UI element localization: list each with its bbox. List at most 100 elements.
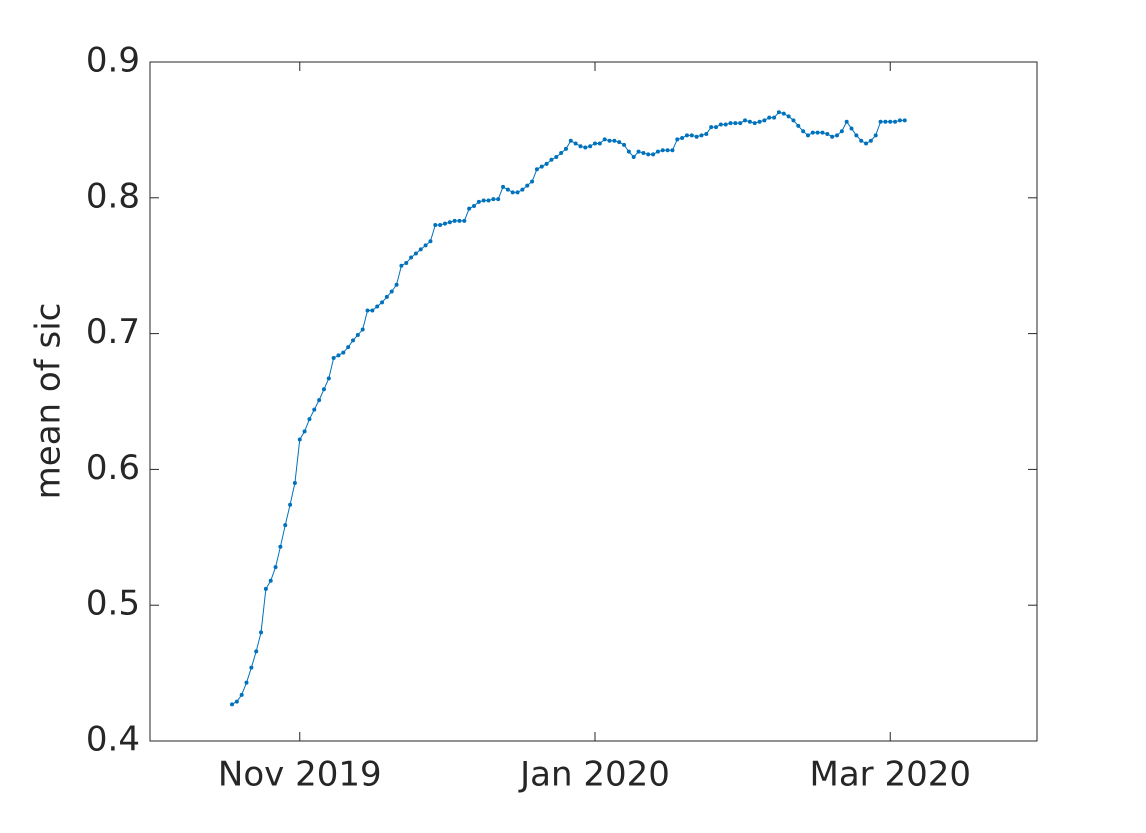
data-point xyxy=(549,157,554,162)
data-point xyxy=(442,221,447,226)
data-point xyxy=(573,141,578,146)
data-point xyxy=(810,130,815,135)
data-point xyxy=(864,141,869,146)
data-point xyxy=(472,203,476,208)
data-point xyxy=(254,649,259,654)
data-point xyxy=(249,665,254,670)
data-point xyxy=(486,198,491,203)
data-point xyxy=(283,523,288,528)
y-tick-label: 0.4 xyxy=(86,720,140,760)
data-point xyxy=(404,260,409,265)
data-point xyxy=(820,130,825,135)
y-tick-label: 0.8 xyxy=(86,176,140,216)
data-point xyxy=(805,133,810,138)
data-point xyxy=(849,126,854,131)
data-point xyxy=(394,282,399,287)
data-point xyxy=(622,142,627,147)
data-point xyxy=(612,138,617,143)
data-point xyxy=(496,197,501,202)
data-point xyxy=(520,187,525,192)
data-point xyxy=(331,356,336,361)
data-point xyxy=(607,138,612,143)
data-point xyxy=(389,289,394,294)
data-point xyxy=(660,148,665,153)
data-point xyxy=(399,263,404,268)
data-point xyxy=(312,407,317,412)
plot-frame xyxy=(149,61,1038,742)
data-point xyxy=(230,702,234,707)
data-point xyxy=(636,149,641,154)
data-point xyxy=(728,121,733,126)
data-point xyxy=(302,429,307,434)
data-point xyxy=(481,198,486,203)
data-point xyxy=(617,140,622,145)
data-point xyxy=(897,118,902,123)
data-point xyxy=(646,152,651,157)
data-point xyxy=(602,137,607,142)
data-point xyxy=(743,118,748,123)
data-point xyxy=(593,141,597,146)
data-point xyxy=(355,332,360,337)
data-point xyxy=(762,118,767,123)
data-point xyxy=(346,345,351,350)
data-point xyxy=(259,630,264,635)
data-point xyxy=(476,199,481,204)
data-point xyxy=(554,155,559,160)
data-point xyxy=(491,197,496,202)
data-point xyxy=(307,417,312,422)
data-point xyxy=(796,123,801,128)
data-point xyxy=(384,294,389,299)
data-point xyxy=(525,183,530,188)
data-point xyxy=(689,133,694,138)
data-point xyxy=(631,155,636,160)
data-point xyxy=(665,148,670,153)
data-point xyxy=(873,133,878,138)
data-point xyxy=(510,190,515,195)
data-point xyxy=(418,247,423,252)
data-point xyxy=(336,353,341,358)
data-point xyxy=(684,133,689,138)
data-point xyxy=(297,437,302,442)
data-point xyxy=(801,129,806,134)
data-point xyxy=(530,179,535,184)
data-point xyxy=(704,131,709,136)
data-point xyxy=(844,119,849,124)
data-point xyxy=(505,187,510,192)
y-axis-label: mean of sic xyxy=(29,303,69,500)
data-point xyxy=(433,222,438,227)
data-point xyxy=(767,115,772,120)
data-point xyxy=(893,119,898,124)
data-point xyxy=(835,133,839,138)
data-point xyxy=(447,220,452,225)
data-point xyxy=(626,149,631,154)
data-point xyxy=(370,308,375,313)
data-point xyxy=(733,121,738,126)
data-point xyxy=(791,118,796,123)
data-point xyxy=(239,692,244,697)
data-point xyxy=(409,255,414,260)
y-tick-label: 0.5 xyxy=(86,584,140,624)
data-point xyxy=(651,152,656,157)
data-point xyxy=(462,218,467,223)
data-point xyxy=(868,138,873,143)
data-point xyxy=(244,680,249,685)
data-point xyxy=(515,190,520,195)
data-point xyxy=(772,115,777,120)
data-point xyxy=(578,144,583,149)
data-point xyxy=(902,118,907,123)
data-point xyxy=(694,134,699,139)
data-point xyxy=(757,119,762,124)
data-point xyxy=(263,586,268,591)
data-point xyxy=(776,110,781,115)
data-point xyxy=(723,122,728,127)
data-point xyxy=(534,167,539,172)
data-point xyxy=(680,136,685,141)
data-point xyxy=(467,206,472,211)
x-tick-label: Nov 2019 xyxy=(218,755,382,795)
data-point xyxy=(718,122,723,127)
data-point xyxy=(597,141,602,146)
x-tick-label: Mar 2020 xyxy=(809,755,970,795)
data-point xyxy=(815,130,820,135)
data-point xyxy=(888,119,893,124)
